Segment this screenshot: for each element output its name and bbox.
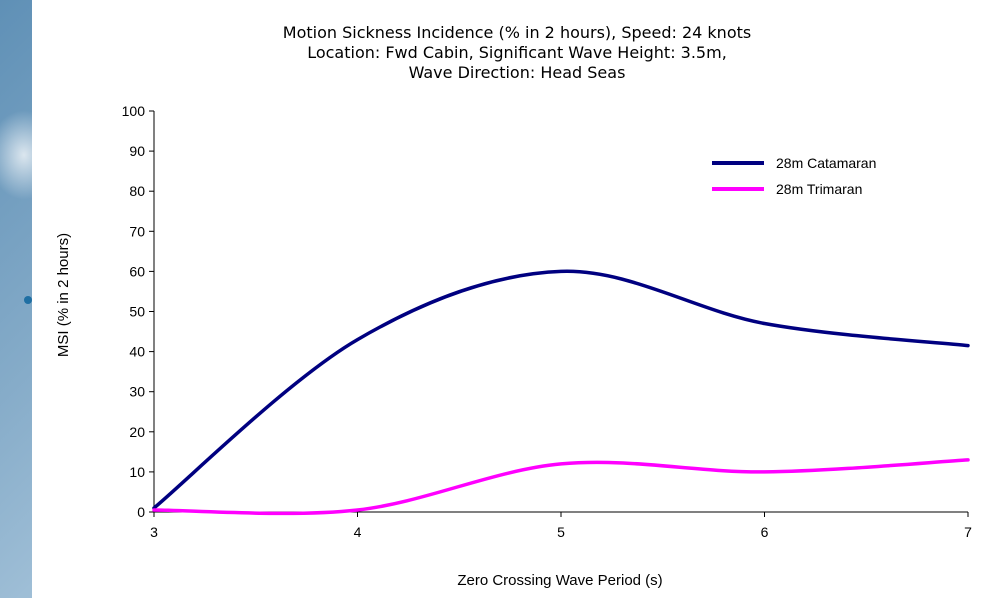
y-tick-label: 30 <box>129 384 145 400</box>
slide-bullet-dot <box>24 296 32 304</box>
x-tick-label: 5 <box>557 524 565 540</box>
chart-title: Motion Sickness Incidence (% in 2 hours)… <box>283 23 751 82</box>
y-axis-label: MSI (% in 2 hours) <box>55 233 72 357</box>
x-tick-label: 7 <box>964 524 972 540</box>
x-tick-label: 6 <box>761 524 769 540</box>
y-tick-label: 100 <box>122 103 146 119</box>
y-tick-label: 10 <box>129 464 145 480</box>
y-tick-label: 50 <box>129 304 145 320</box>
y-tick-label: 70 <box>129 223 145 239</box>
chart-title-line-1: Motion Sickness Incidence (% in 2 hours)… <box>283 23 751 42</box>
series-lines <box>152 269 970 516</box>
chart-panel: Motion Sickness Incidence (% in 2 hours)… <box>32 0 1002 598</box>
y-tick-label: 90 <box>129 143 145 159</box>
msi-line-chart: Motion Sickness Incidence (% in 2 hours)… <box>55 23 972 589</box>
y-tick-label: 0 <box>137 504 145 520</box>
y-tick-label: 40 <box>129 344 145 360</box>
y-axis-ticks: 0 10 20 30 40 50 60 70 80 90 100 <box>122 103 154 520</box>
chart-axes <box>153 111 968 513</box>
legend-label: 28m Catamaran <box>776 155 876 171</box>
chart-title-line-3: Wave Direction: Head Seas <box>409 63 626 82</box>
y-tick-label: 20 <box>129 424 145 440</box>
x-tick-label: 4 <box>354 524 362 540</box>
chart-legend: 28m Catamaran 28m Trimaran <box>712 155 876 197</box>
y-tick-label: 80 <box>129 183 145 199</box>
x-axis-ticks: 3 4 5 6 7 <box>150 512 972 540</box>
y-tick-label: 60 <box>129 263 145 279</box>
x-axis-label: Zero Crossing Wave Period (s) <box>457 572 662 589</box>
series-line-28m-trimaran <box>152 458 970 516</box>
x-tick-label: 3 <box>150 524 158 540</box>
legend-label: 28m Trimaran <box>776 181 862 197</box>
series-line-28m-catamaran <box>152 269 970 510</box>
chart-title-line-2: Location: Fwd Cabin, Significant Wave He… <box>307 43 727 62</box>
